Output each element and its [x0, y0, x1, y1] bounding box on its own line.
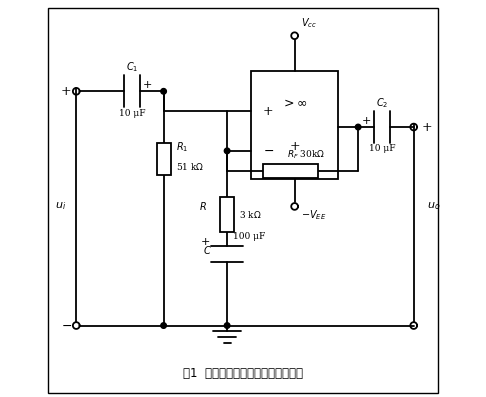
Text: $V_{cc}$: $V_{cc}$	[300, 16, 316, 30]
Text: +: +	[143, 80, 153, 91]
Polygon shape	[225, 323, 230, 328]
Text: $C_1$: $C_1$	[126, 61, 138, 74]
Text: 图1  双电源同相输入式交流放大电路: 图1 双电源同相输入式交流放大电路	[183, 367, 303, 380]
Polygon shape	[225, 148, 230, 154]
Text: $C$: $C$	[203, 244, 212, 256]
Text: $-$: $-$	[61, 319, 72, 332]
Bar	[263, 164, 318, 178]
Text: $C_2$: $C_2$	[376, 96, 388, 110]
Text: $>\infty$: $>\infty$	[281, 97, 308, 110]
Text: $u_o$: $u_o$	[427, 200, 440, 212]
Text: $-$: $-$	[263, 145, 274, 157]
Bar	[156, 143, 171, 175]
Text: 10 μF: 10 μF	[119, 109, 145, 118]
Bar	[251, 71, 338, 179]
Text: +: +	[289, 141, 300, 153]
Text: $R$: $R$	[199, 200, 207, 212]
Text: +: +	[263, 105, 274, 118]
Text: 3 k$\Omega$: 3 k$\Omega$	[239, 209, 261, 220]
Text: $-V_{EE}$: $-V_{EE}$	[300, 208, 326, 222]
Text: 51 k$\Omega$: 51 k$\Omega$	[175, 161, 204, 172]
Polygon shape	[161, 323, 166, 328]
Text: +: +	[61, 85, 71, 98]
Text: 10 μF: 10 μF	[369, 145, 395, 153]
Polygon shape	[161, 89, 166, 94]
Polygon shape	[355, 124, 361, 130]
Text: 100 μF: 100 μF	[233, 232, 265, 241]
Bar	[220, 197, 234, 232]
Text: +: +	[422, 121, 432, 133]
Text: $R_1$: $R_1$	[175, 140, 188, 154]
Text: $u_i$: $u_i$	[55, 200, 66, 212]
Text: +: +	[362, 116, 371, 126]
Text: +: +	[201, 237, 210, 247]
Text: $R_F$ 30k$\Omega$: $R_F$ 30k$\Omega$	[287, 148, 325, 161]
